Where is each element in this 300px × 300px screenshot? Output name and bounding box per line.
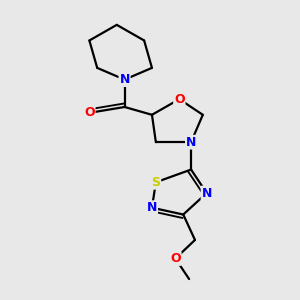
Text: S: S (152, 176, 160, 189)
Text: O: O (174, 93, 184, 106)
Text: N: N (202, 187, 212, 200)
Text: N: N (147, 201, 157, 214)
Text: N: N (186, 136, 196, 149)
Text: O: O (84, 106, 95, 119)
Text: O: O (170, 252, 181, 265)
Text: N: N (119, 73, 130, 86)
